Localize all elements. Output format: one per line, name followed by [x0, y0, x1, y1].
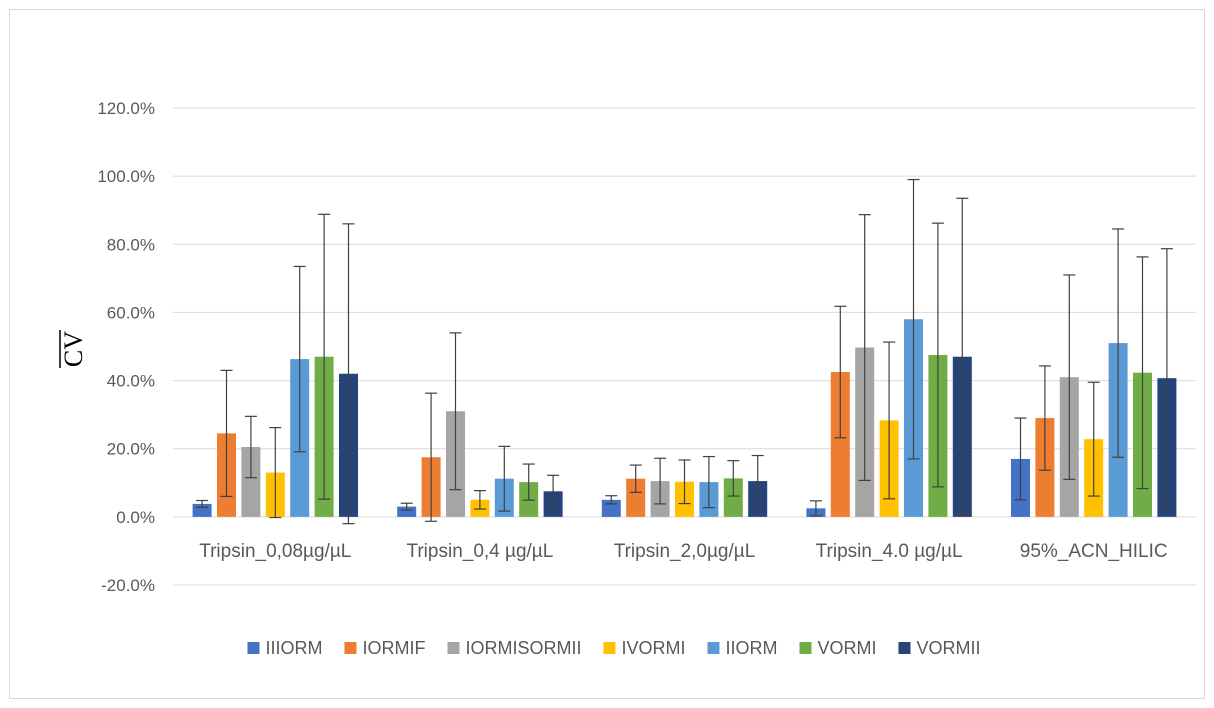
bar	[723, 478, 743, 517]
legend-swatch	[898, 642, 911, 654]
legend-label: IORMIF	[362, 638, 425, 658]
legend-label: IIIORM	[265, 638, 322, 658]
legend-swatch	[344, 642, 357, 654]
bar	[830, 372, 850, 517]
legend-label: VORMI	[817, 638, 876, 658]
y-tick-label: 40.0%	[107, 372, 155, 391]
y-tick-label: 80.0%	[107, 235, 155, 254]
y-tick-label: 60.0%	[107, 303, 155, 322]
y-tick-label: 0.0%	[116, 508, 155, 527]
category-label: Tripsin_0,08µg/µL	[199, 541, 351, 562]
y-tick-label: 20.0%	[107, 440, 155, 459]
y-tick-label: 100.0%	[97, 167, 155, 186]
legend-swatch	[707, 642, 720, 654]
legend-swatch	[447, 642, 460, 654]
legend-swatch	[603, 642, 616, 654]
legend-label: VORMII	[917, 638, 981, 658]
y-tick-label: -20.0%	[101, 576, 155, 595]
category-label: Tripsin_4.0 µg/µL	[816, 541, 963, 562]
category-label: Tripsin_2,0µg/µL	[614, 541, 756, 562]
category-label: Tripsin_0,4 µg/µL	[406, 541, 553, 562]
bar	[626, 478, 646, 517]
y-axis-label: CV	[59, 330, 88, 368]
chart-frame	[9, 9, 1205, 699]
y-tick-label: 120.0%	[97, 99, 155, 118]
category-label: 95%_ACN_HILIC	[1020, 541, 1168, 562]
legend-label: IIORM	[725, 638, 777, 658]
bar	[241, 447, 261, 517]
legend-swatch	[247, 642, 260, 654]
legend-label: IORMISORMII	[465, 638, 581, 658]
y-axis-label-text: CV	[59, 331, 88, 367]
category-labels: Tripsin_0,08µg/µL Tripsin_0,4 µg/µL Tripsi…	[199, 541, 1167, 562]
legend-label: IVORMI	[621, 638, 685, 658]
legend: IIIORM IORMIF IORMISORMII IVORMI IIORM VORMI V…	[247, 638, 981, 658]
y-tick-labels: 120.0% 100.0% 80.0% 60.0% 40.0% 20.0% 0.0% -20.…	[97, 99, 155, 595]
bar	[397, 506, 417, 517]
legend-swatch	[799, 642, 812, 654]
error-bars	[196, 178, 1173, 525]
